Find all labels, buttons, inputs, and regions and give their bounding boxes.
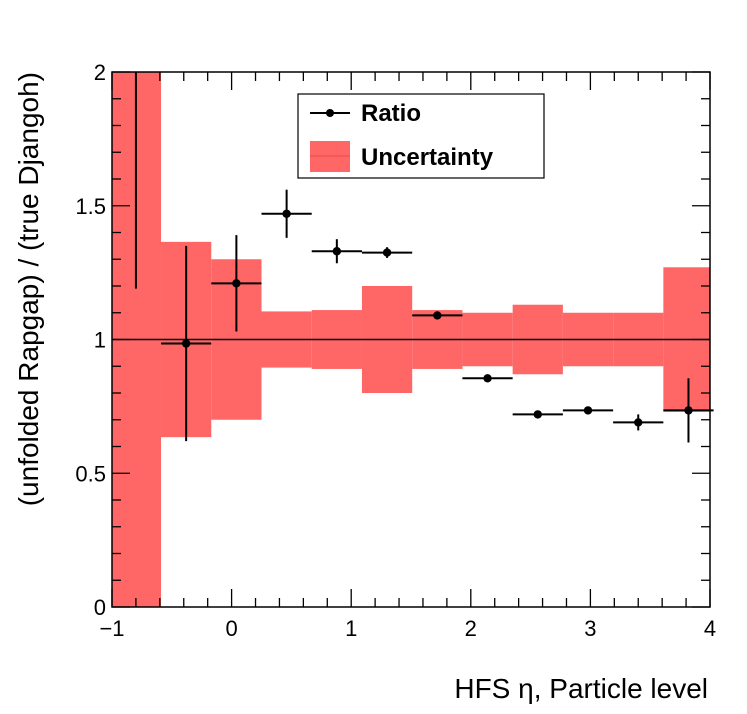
x-tick-label: 3 [584, 616, 596, 641]
ratio-marker-10 [634, 418, 643, 427]
x-axis-title: HFS η, Particle level [454, 673, 708, 704]
y-tick-label: 0.5 [75, 461, 106, 486]
legend-label-ratio: Ratio [361, 100, 421, 127]
x-tick-label: 4 [704, 616, 716, 641]
ratio-series [134, 72, 714, 443]
ratio-point-3 [261, 189, 312, 238]
ratio-marker-1 [181, 339, 191, 348]
ratio-point-10 [613, 414, 664, 431]
filled-box-icon [310, 141, 350, 172]
legend: Ratio Uncertainty [297, 93, 545, 179]
y-tick-label: 1 [94, 328, 106, 353]
x-tick-label: 1 [345, 616, 357, 641]
ratio-marker-8 [533, 410, 542, 419]
axis-ticks [111, 71, 711, 608]
ratio-point-1 [161, 245, 212, 442]
y-tick-labels: 0 0.5 1 1.5 2 [75, 60, 106, 620]
ratio-marker-3 [282, 209, 291, 218]
ratio-point-8 [512, 410, 563, 419]
ratio-marker-2 [232, 279, 241, 288]
ratio-point-5 [361, 247, 413, 258]
ratio-point-4 [311, 239, 362, 264]
ratio-point-2 [211, 235, 262, 332]
ratio-marker-5 [382, 248, 392, 257]
y-tick-label: 0 [94, 595, 106, 620]
ratio-point-7 [462, 374, 513, 383]
ratio-point-9 [562, 406, 614, 415]
ratio-marker-11 [684, 406, 693, 415]
y-axis-title: (unfolded Rapgap) / (true Djangoh) [13, 72, 44, 506]
ratio-point-11 [663, 378, 714, 443]
x-tick-label: 2 [465, 616, 477, 641]
ratio-marker-7 [483, 374, 492, 383]
y-tick-label: 2 [94, 60, 106, 85]
x-tick-label: 0 [225, 616, 237, 641]
legend-item-ratio: Ratio [310, 100, 421, 127]
x-tick-label: −1 [99, 616, 124, 641]
x-tick-labels: −1 0 1 2 3 4 [99, 616, 716, 641]
y-tick-label: 1.5 [75, 194, 106, 219]
marker-with-errorbar-icon [310, 109, 350, 117]
legend-item-uncertainty: Uncertainty [310, 141, 494, 172]
ratio-marker-6 [433, 311, 442, 320]
ratio-marker-4 [332, 247, 342, 256]
ratio-marker-9 [583, 406, 593, 415]
legend-label-uncertainty: Uncertainty [361, 144, 494, 171]
ratio-point-6 [412, 311, 463, 320]
